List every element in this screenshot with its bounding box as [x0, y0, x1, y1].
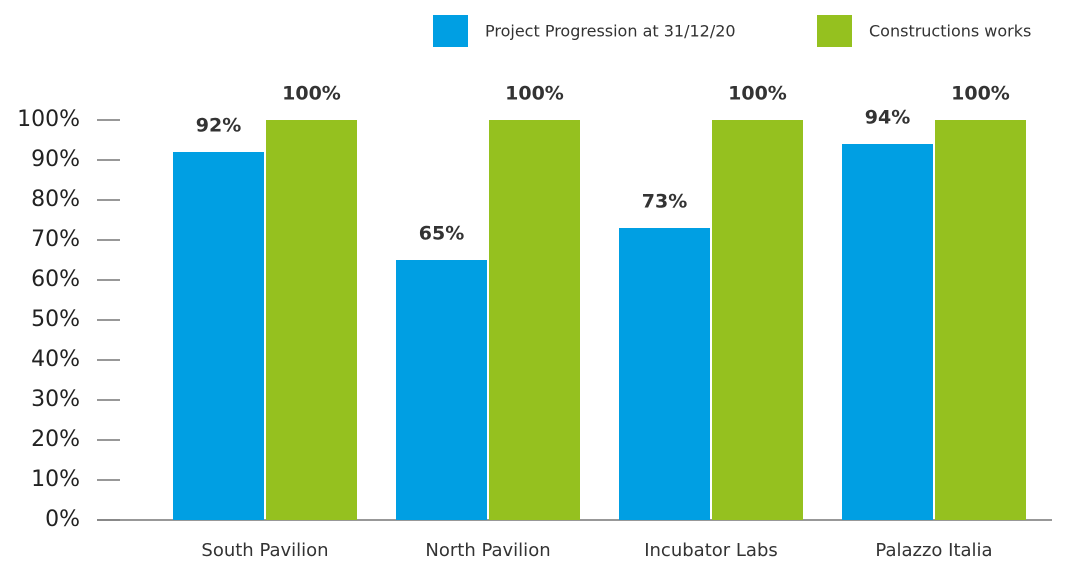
bar [489, 120, 580, 520]
legend-label: Project Progression at 31/12/20 [485, 22, 736, 41]
y-tick-label: 80% [31, 187, 80, 212]
value-label: 100% [728, 83, 787, 105]
y-tick-label: 90% [31, 147, 80, 172]
y-tick-label: 30% [31, 387, 80, 412]
y-tick-label: 70% [31, 227, 80, 252]
bar [266, 120, 357, 520]
y-tick-label: 10% [31, 467, 80, 492]
y-tick-label: 100% [17, 107, 80, 132]
y-tick-label: 20% [31, 427, 80, 452]
x-tick-label: Incubator Labs [644, 540, 778, 561]
y-tick-label: 40% [31, 347, 80, 372]
bar [619, 228, 710, 520]
value-label: 94% [865, 107, 910, 129]
y-tick-label: 50% [31, 307, 80, 332]
bar [712, 120, 803, 520]
y-tick-label: 0% [45, 507, 80, 532]
bar [396, 260, 487, 520]
x-tick-label: Palazzo Italia [875, 540, 992, 561]
value-label: 73% [642, 191, 687, 213]
bar [173, 152, 264, 520]
legend-swatch [433, 15, 468, 47]
y-tick-label: 60% [31, 267, 80, 292]
x-tick-label: South Pavilion [201, 540, 328, 561]
value-label: 100% [282, 83, 341, 105]
bar [935, 120, 1026, 520]
value-label: 65% [419, 223, 464, 245]
value-label: 92% [196, 115, 241, 137]
bar [842, 144, 933, 520]
x-tick-label: North Pavilion [425, 540, 550, 561]
value-label: 100% [505, 83, 564, 105]
legend-label: Constructions works [869, 22, 1031, 41]
value-label: 100% [951, 83, 1010, 105]
legend-swatch [817, 15, 852, 47]
